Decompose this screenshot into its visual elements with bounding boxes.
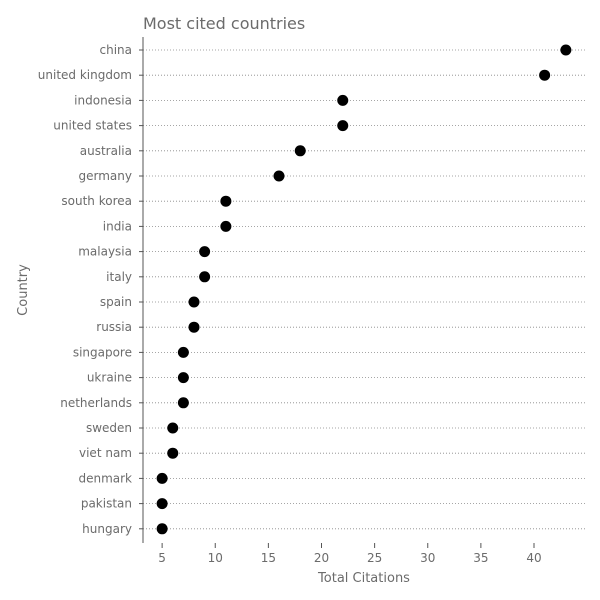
data-point [220,195,232,207]
data-point [539,69,551,81]
y-tick-label: australia [80,144,132,158]
y-tick-label: pakistan [81,497,132,511]
data-point [167,422,179,434]
data-point [337,120,349,132]
y-tick-label: indonesia [74,93,132,107]
y-axis-label: Country [16,264,31,316]
y-tick-label: germany [79,169,132,183]
y-axis-ticks: china united kingdom indonesia united state… [38,43,143,536]
x-tick-label: 10 [208,551,223,565]
x-tick-label: 30 [420,551,435,565]
data-point [156,498,168,510]
x-tick-label: 5 [158,551,166,565]
data-point [560,44,572,56]
data-point [199,271,211,283]
y-tick-label: united states [53,119,132,133]
y-tick-label: india [103,219,132,233]
data-point [156,472,168,484]
data-point [337,94,349,106]
data-point [220,220,232,232]
data-point [177,372,189,384]
y-tick-label: hungary [82,522,132,536]
data-point [199,246,211,258]
y-tick-label: italy [106,270,132,284]
gridlines [143,49,585,530]
y-tick-label: ukraine [87,371,132,385]
y-tick-label: russia [96,320,132,334]
data-point [273,170,285,182]
y-tick-label: singapore [73,345,132,359]
y-tick-label: malaysia [78,245,132,259]
x-axis-label: Total Citations [317,571,410,586]
x-tick-label: 40 [526,551,541,565]
y-tick-label: spain [100,295,132,309]
y-tick-label: china [100,43,133,57]
data-point [294,145,306,157]
x-tick-label: 15 [261,551,276,565]
y-tick-label: denmark [78,471,132,485]
y-tick-label: united kingdom [38,68,132,82]
data-point [188,321,200,333]
x-tick-label: 20 [314,551,329,565]
chart-title: Most cited countries [143,14,305,33]
y-tick-label: viet nam [79,446,132,460]
data-point [177,346,189,358]
data-points [156,44,572,535]
y-tick-label: netherlands [60,396,132,410]
y-tick-label: south korea [61,194,132,208]
x-tick-label: 35 [473,551,488,565]
data-point [177,397,189,409]
x-tick-label: 25 [367,551,382,565]
data-point [188,296,200,308]
data-point [167,447,179,459]
x-axis-ticks: 5 10 15 20 25 30 35 40 [158,543,542,565]
data-point [156,523,168,535]
y-tick-label: sweden [86,421,132,435]
